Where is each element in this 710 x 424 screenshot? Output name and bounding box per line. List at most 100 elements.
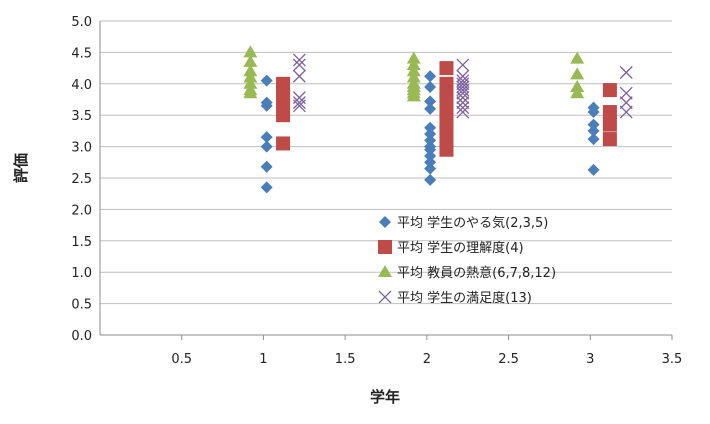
data-point-x [456, 58, 470, 72]
data-point-diamond [587, 133, 600, 146]
legend-item: 平均 学生の理解度(4) [378, 240, 524, 256]
x-tick-label: 1.5 [335, 352, 356, 367]
data-point-triangle [243, 70, 258, 83]
data-point-triangle [406, 89, 421, 102]
data-point-diamond [587, 163, 600, 176]
data-point-square [439, 61, 454, 76]
legend-item: 平均 学生の満足度(13) [378, 290, 532, 306]
data-point-diamond [424, 162, 437, 175]
data-point-diamond [424, 156, 437, 169]
y-tick-label: 4.0 [71, 78, 92, 93]
x-axis-title: 学年 [370, 388, 400, 406]
series-1-points [260, 70, 600, 194]
data-point-x [619, 105, 633, 119]
data-point-x [456, 77, 470, 91]
data-point-x [456, 74, 470, 88]
data-point-diamond [424, 70, 437, 83]
data-point-diamond [424, 134, 437, 147]
x-tick-label: 0.5 [171, 352, 192, 367]
data-point-diamond [424, 95, 437, 108]
data-point-diamond [260, 160, 273, 173]
data-point-triangle [243, 76, 258, 89]
data-point-triangle [243, 45, 258, 58]
data-point-triangle [243, 86, 258, 99]
data-point-triangle [570, 79, 585, 92]
data-point-square [602, 83, 617, 98]
legend-marker-diamond [379, 216, 391, 228]
data-point-triangle [406, 57, 421, 70]
series-2-points [276, 61, 617, 157]
series-3-points [243, 45, 585, 102]
x-tick-label: 3 [586, 352, 594, 367]
y-tick-label: 0.0 [71, 329, 92, 344]
data-point-triangle [243, 64, 258, 77]
y-tick-label: 3.5 [71, 109, 92, 124]
x-tick-label: 3.5 [662, 352, 683, 367]
y-tick-label: 3.0 [71, 141, 92, 156]
y-tick-label: 1.0 [71, 266, 92, 281]
legend-label: 平均 学生のやる気(2,3,5) [397, 215, 548, 231]
data-point-square [439, 142, 454, 157]
y-tick-label: 2.5 [71, 172, 92, 187]
data-point-diamond [587, 106, 600, 119]
data-point-x [619, 86, 633, 100]
data-point-diamond [424, 173, 437, 186]
legend-marker-square [378, 240, 392, 254]
data-point-diamond [260, 140, 273, 153]
data-point-x [292, 69, 306, 83]
data-point-triangle [406, 64, 421, 77]
legend-label: 平均 学生の理解度(4) [397, 240, 524, 256]
data-point-diamond [587, 124, 600, 137]
data-point-square [602, 117, 617, 132]
data-point-triangle [243, 54, 258, 67]
legend-marker-triangle [378, 265, 392, 277]
data-point-x [292, 53, 306, 67]
tick-labels: 0.0 0.5 1.0 1.5 2.0 2.5 3.0 3.5 4.0 4.5 5.0 0.5 1 1.5… [71, 15, 682, 367]
data-point-diamond [260, 74, 273, 87]
data-point-square [602, 132, 617, 147]
y-axis-title: 評価 [12, 153, 30, 183]
y-tick-label: 5.0 [71, 15, 92, 30]
data-point-triangle [406, 51, 421, 64]
data-point-x [456, 80, 470, 94]
data-point-x [292, 96, 306, 110]
data-point-diamond [260, 99, 273, 112]
y-tick-label: 0.5 [71, 298, 92, 313]
data-point-diamond [260, 181, 273, 194]
data-point-square [276, 108, 291, 123]
axes [99, 21, 673, 340]
data-point-x [456, 86, 470, 100]
data-point-diamond [424, 128, 437, 141]
legend-label: 平均 教員の熱意(6,7,8,12) [397, 265, 556, 281]
data-point-x [456, 105, 470, 119]
legend-marker-x [378, 290, 392, 304]
data-point-diamond [260, 131, 273, 144]
y-tick-label: 1.5 [71, 235, 92, 250]
data-point-triangle [406, 70, 421, 83]
data-point-x [292, 58, 306, 72]
data-point-x [619, 96, 633, 110]
legend-item: 平均 学生のやる気(2,3,5) [379, 215, 548, 231]
x-tick-label: 1 [259, 352, 267, 367]
data-point-x [619, 66, 633, 79]
data-point-diamond [424, 143, 437, 156]
data-point-x [456, 96, 470, 110]
series-4-points [292, 53, 633, 119]
data-point-diamond [424, 102, 437, 115]
x-tick-label: 2 [423, 352, 431, 367]
legend-label: 平均 学生の満足度(13) [397, 290, 532, 306]
data-point-diamond [424, 150, 437, 163]
data-point-diamond [587, 118, 600, 131]
data-point-x [292, 99, 306, 113]
data-point-diamond [424, 121, 437, 134]
data-points [243, 45, 633, 194]
data-point-x [456, 91, 470, 105]
data-point-x [456, 101, 470, 115]
legend: 平均 学生のやる気(2,3,5) 平均 学生の理解度(4) 平均 教員の熱意(6,7… [378, 215, 556, 306]
y-tick-label: 4.5 [71, 46, 92, 61]
y-tick-label: 2.0 [71, 203, 92, 218]
data-point-diamond [424, 80, 437, 93]
data-point-triangle [570, 67, 585, 80]
